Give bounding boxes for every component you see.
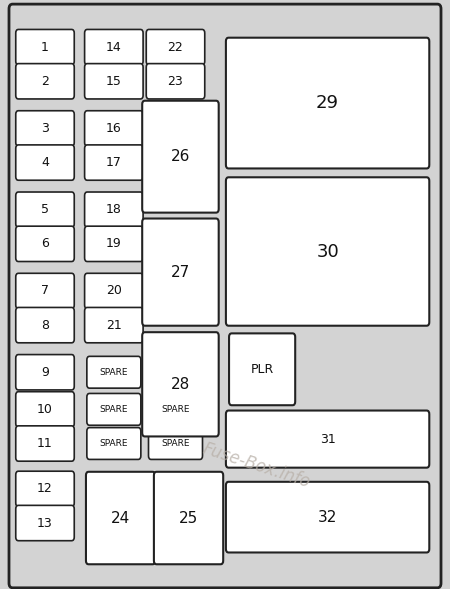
FancyBboxPatch shape (85, 29, 143, 65)
FancyBboxPatch shape (154, 472, 223, 564)
Text: 20: 20 (106, 284, 122, 297)
Text: 23: 23 (167, 75, 184, 88)
Text: 22: 22 (167, 41, 184, 54)
Text: SPARE: SPARE (161, 439, 190, 448)
Text: 24: 24 (111, 511, 130, 525)
FancyBboxPatch shape (85, 226, 143, 262)
Text: 19: 19 (106, 237, 122, 250)
FancyBboxPatch shape (85, 307, 143, 343)
FancyBboxPatch shape (16, 392, 74, 427)
Text: SPARE: SPARE (161, 405, 190, 414)
Text: 16: 16 (106, 122, 122, 135)
Text: 18: 18 (106, 203, 122, 216)
Text: 14: 14 (106, 41, 122, 54)
Text: 25: 25 (179, 511, 198, 525)
FancyBboxPatch shape (226, 177, 429, 326)
FancyBboxPatch shape (87, 393, 141, 425)
FancyBboxPatch shape (16, 29, 74, 65)
FancyBboxPatch shape (16, 226, 74, 262)
FancyBboxPatch shape (16, 145, 74, 180)
FancyBboxPatch shape (142, 332, 219, 436)
FancyBboxPatch shape (229, 333, 295, 405)
Text: 10: 10 (37, 403, 53, 416)
FancyBboxPatch shape (148, 428, 202, 459)
Text: PLR: PLR (251, 363, 274, 376)
FancyBboxPatch shape (87, 428, 141, 459)
Text: 28: 28 (171, 377, 190, 392)
FancyBboxPatch shape (16, 355, 74, 390)
Text: 32: 32 (318, 509, 338, 525)
FancyBboxPatch shape (148, 393, 202, 425)
Text: 7: 7 (41, 284, 49, 297)
Text: SPARE: SPARE (99, 405, 128, 414)
Text: SPARE: SPARE (99, 368, 128, 377)
FancyBboxPatch shape (85, 145, 143, 180)
Text: 8: 8 (41, 319, 49, 332)
Text: 2: 2 (41, 75, 49, 88)
Text: 15: 15 (106, 75, 122, 88)
Text: 27: 27 (171, 264, 190, 280)
Text: 21: 21 (106, 319, 122, 332)
Text: 17: 17 (106, 156, 122, 169)
FancyBboxPatch shape (16, 505, 74, 541)
Text: Fuse-Box.info: Fuse-Box.info (200, 439, 313, 491)
Text: 6: 6 (41, 237, 49, 250)
FancyBboxPatch shape (16, 273, 74, 309)
FancyBboxPatch shape (226, 411, 429, 468)
Text: 11: 11 (37, 437, 53, 450)
FancyBboxPatch shape (16, 426, 74, 461)
Text: 4: 4 (41, 156, 49, 169)
FancyBboxPatch shape (16, 64, 74, 99)
FancyBboxPatch shape (85, 192, 143, 227)
FancyBboxPatch shape (146, 64, 205, 99)
FancyBboxPatch shape (16, 111, 74, 146)
Text: 13: 13 (37, 517, 53, 530)
FancyBboxPatch shape (146, 29, 205, 65)
FancyBboxPatch shape (16, 471, 74, 507)
FancyBboxPatch shape (16, 192, 74, 227)
Text: 31: 31 (320, 432, 335, 446)
FancyBboxPatch shape (226, 482, 429, 552)
FancyBboxPatch shape (9, 4, 441, 588)
Text: 29: 29 (316, 94, 339, 112)
FancyBboxPatch shape (87, 356, 141, 388)
FancyBboxPatch shape (142, 219, 219, 326)
FancyBboxPatch shape (85, 64, 143, 99)
FancyBboxPatch shape (142, 101, 219, 213)
Text: 26: 26 (171, 149, 190, 164)
Text: SPARE: SPARE (99, 439, 128, 448)
FancyBboxPatch shape (16, 307, 74, 343)
Text: 12: 12 (37, 482, 53, 495)
FancyBboxPatch shape (85, 273, 143, 309)
FancyBboxPatch shape (86, 472, 155, 564)
Text: 30: 30 (316, 243, 339, 260)
Text: 9: 9 (41, 366, 49, 379)
Text: 3: 3 (41, 122, 49, 135)
Text: 5: 5 (41, 203, 49, 216)
Text: 1: 1 (41, 41, 49, 54)
FancyBboxPatch shape (226, 38, 429, 168)
FancyBboxPatch shape (85, 111, 143, 146)
